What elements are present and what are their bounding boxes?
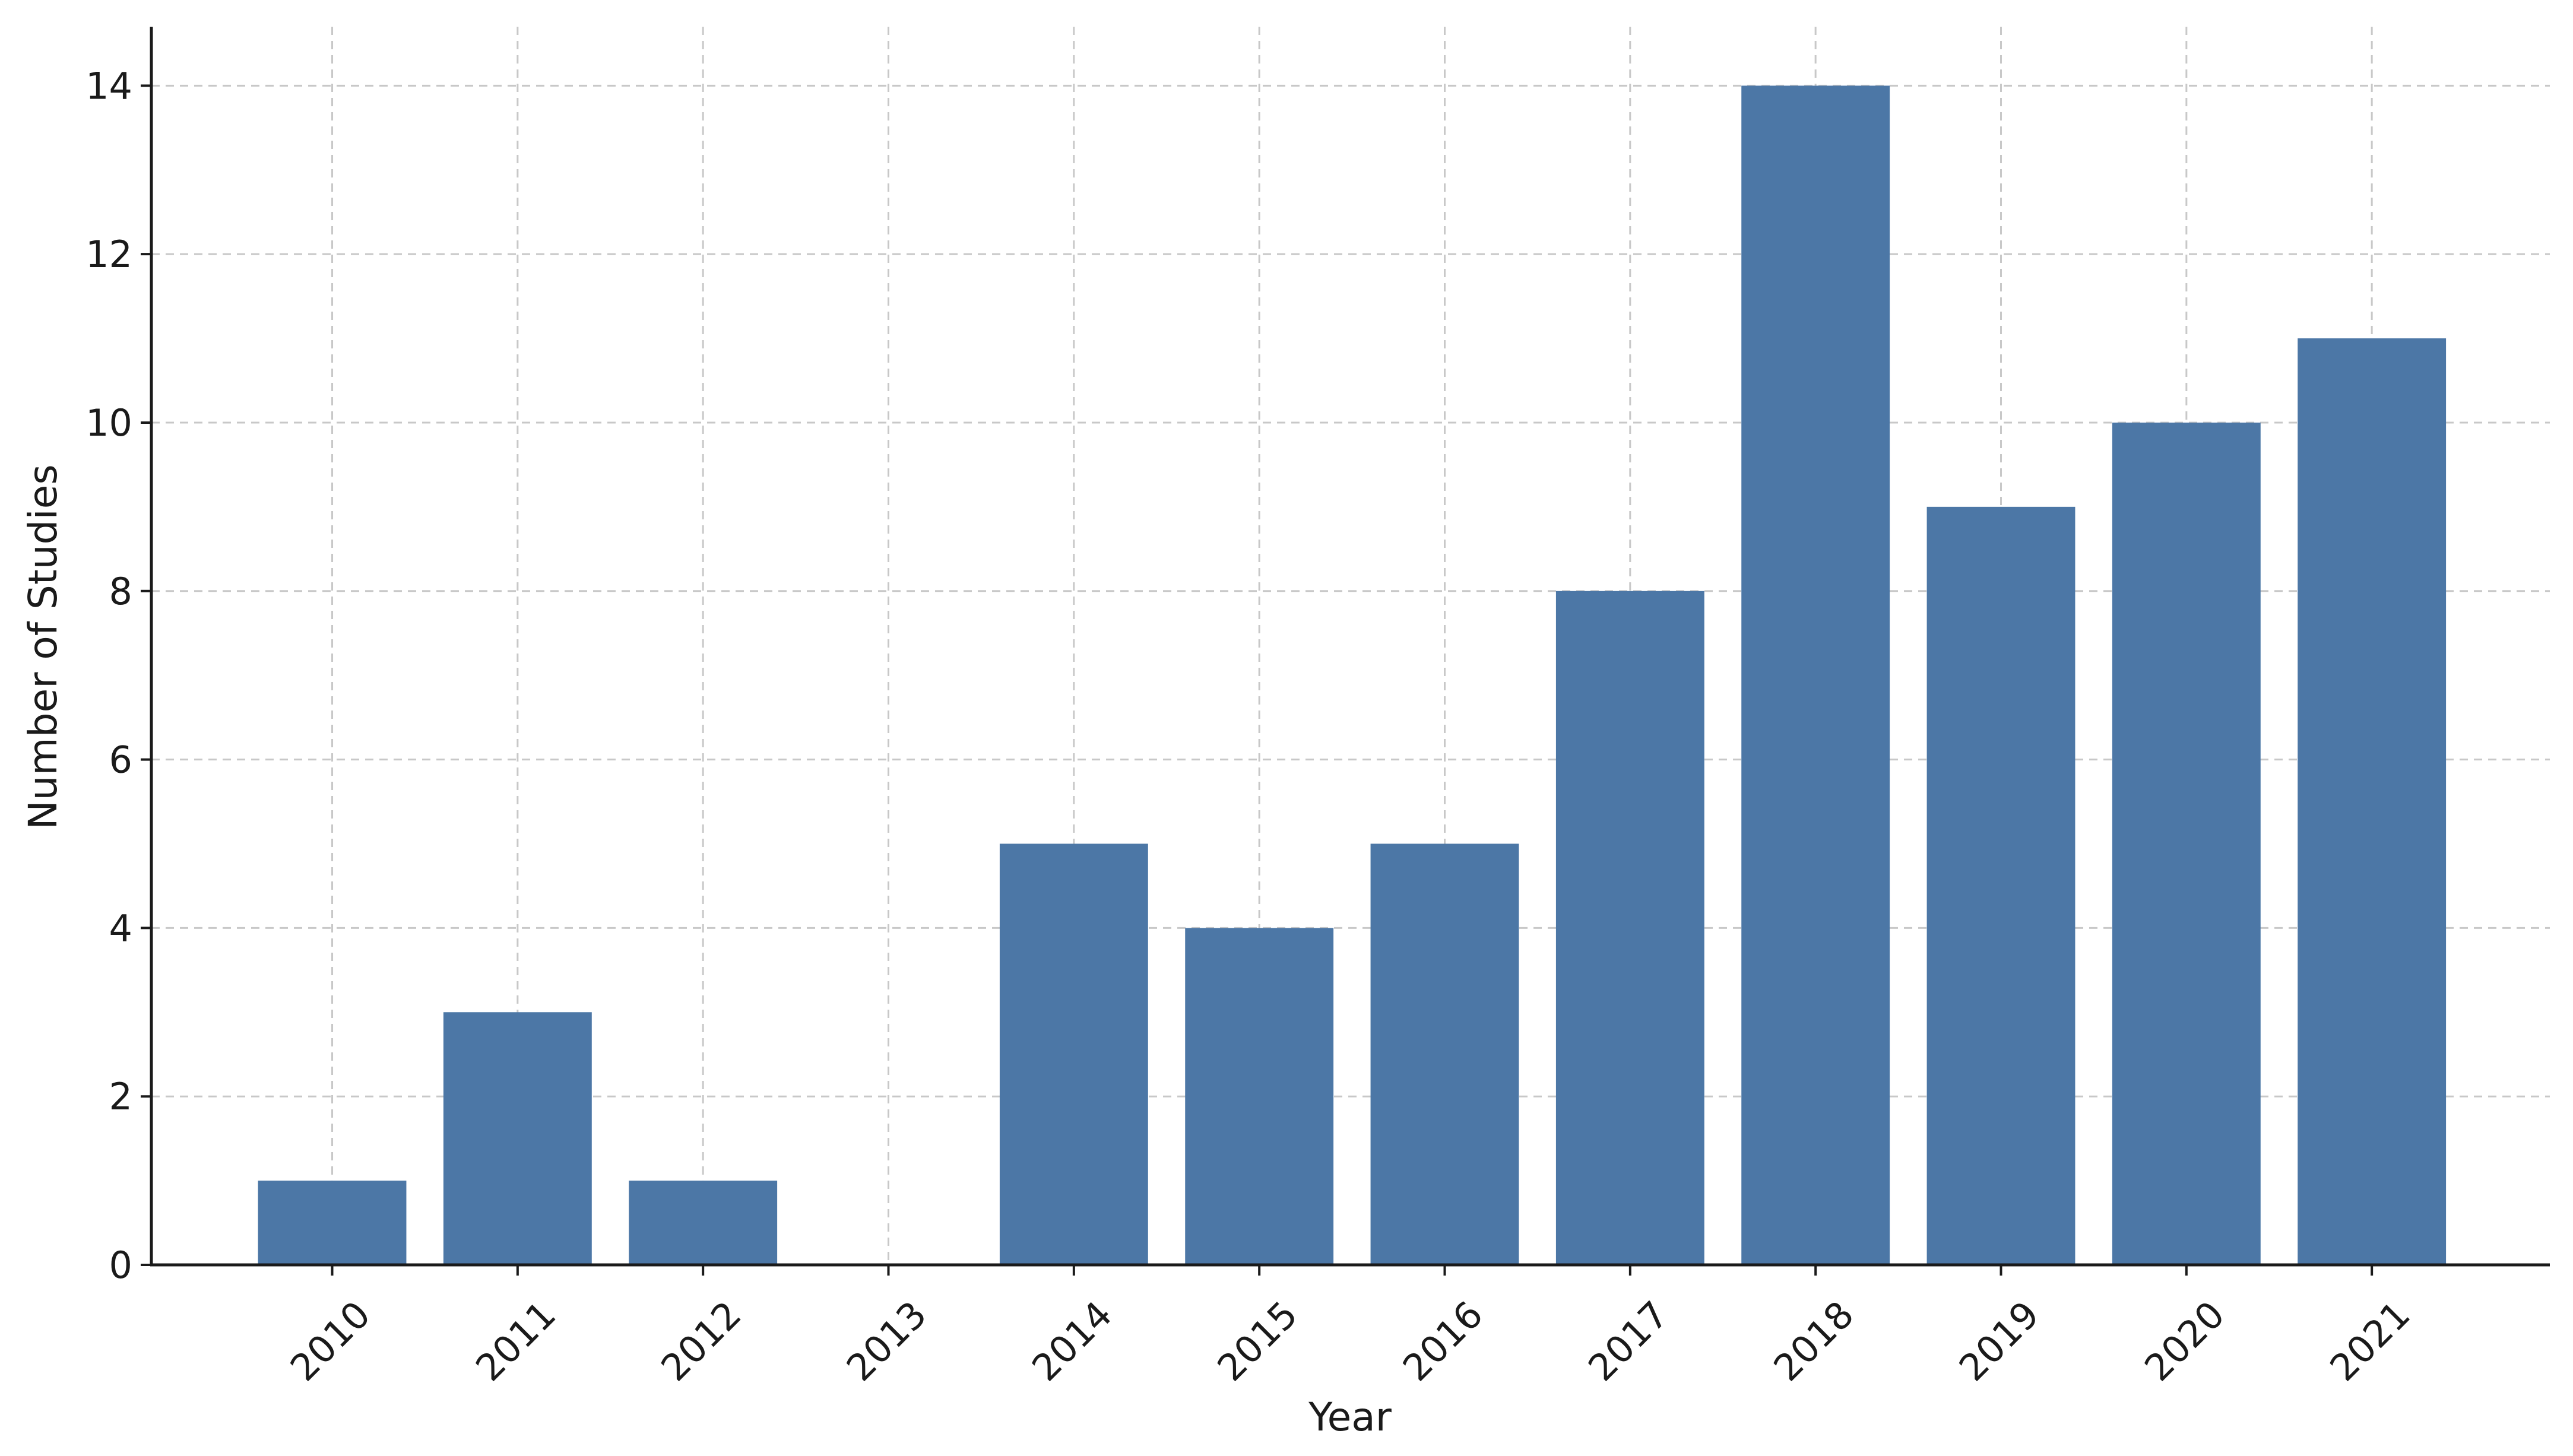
y-tick-label: 10	[85, 401, 132, 445]
x-tick-label: 2015	[1209, 1293, 1305, 1390]
y-tick-label: 12	[85, 233, 132, 276]
x-tick-label: 2011	[467, 1293, 564, 1390]
x-tick-label: 2014	[1024, 1293, 1120, 1390]
bar-2014	[999, 843, 1148, 1265]
y-tick-label: 8	[109, 570, 132, 613]
y-axis-title: Number of Studies	[20, 464, 66, 830]
bar-2018	[1741, 85, 1890, 1265]
bar-2010	[258, 1181, 407, 1265]
x-axis-title: Year	[1308, 1394, 1392, 1440]
bar-2012	[629, 1181, 778, 1265]
x-tick-label: 2010	[282, 1293, 379, 1390]
axes	[150, 27, 2550, 1267]
y-tick-labels: 0 2 4 6 8 10 12 14	[85, 64, 151, 1287]
x-tick-label: 2013	[838, 1293, 935, 1390]
x-tick-label: 2016	[1395, 1293, 1491, 1390]
x-tick-label: 2017	[1580, 1293, 1677, 1390]
y-tick-label: 2	[109, 1075, 132, 1118]
bar-2020	[2112, 422, 2261, 1265]
x-tick-label: 2019	[1951, 1293, 2048, 1390]
x-tick-label: 2021	[2321, 1293, 2418, 1390]
bar-2017	[1555, 591, 1704, 1265]
bars	[258, 85, 2447, 1265]
x-tick-labels: 2010 2011 2012 2013 2014 2015 2016 2017 2018 2019…	[282, 1265, 2419, 1390]
y-tick-label: 0	[109, 1244, 132, 1287]
bar-2015	[1185, 928, 1334, 1265]
y-tick-label: 6	[109, 738, 132, 782]
bar-2011	[443, 1012, 592, 1265]
x-tick-label: 2018	[1765, 1293, 1862, 1390]
x-tick-label: 2012	[652, 1293, 749, 1390]
x-tick-label: 2020	[2136, 1293, 2233, 1390]
bar-2021	[2298, 338, 2447, 1265]
bar-2016	[1370, 843, 1519, 1265]
bar-2019	[1926, 506, 2075, 1265]
y-tick-label: 4	[109, 906, 132, 950]
y-tick-label: 14	[85, 64, 132, 107]
